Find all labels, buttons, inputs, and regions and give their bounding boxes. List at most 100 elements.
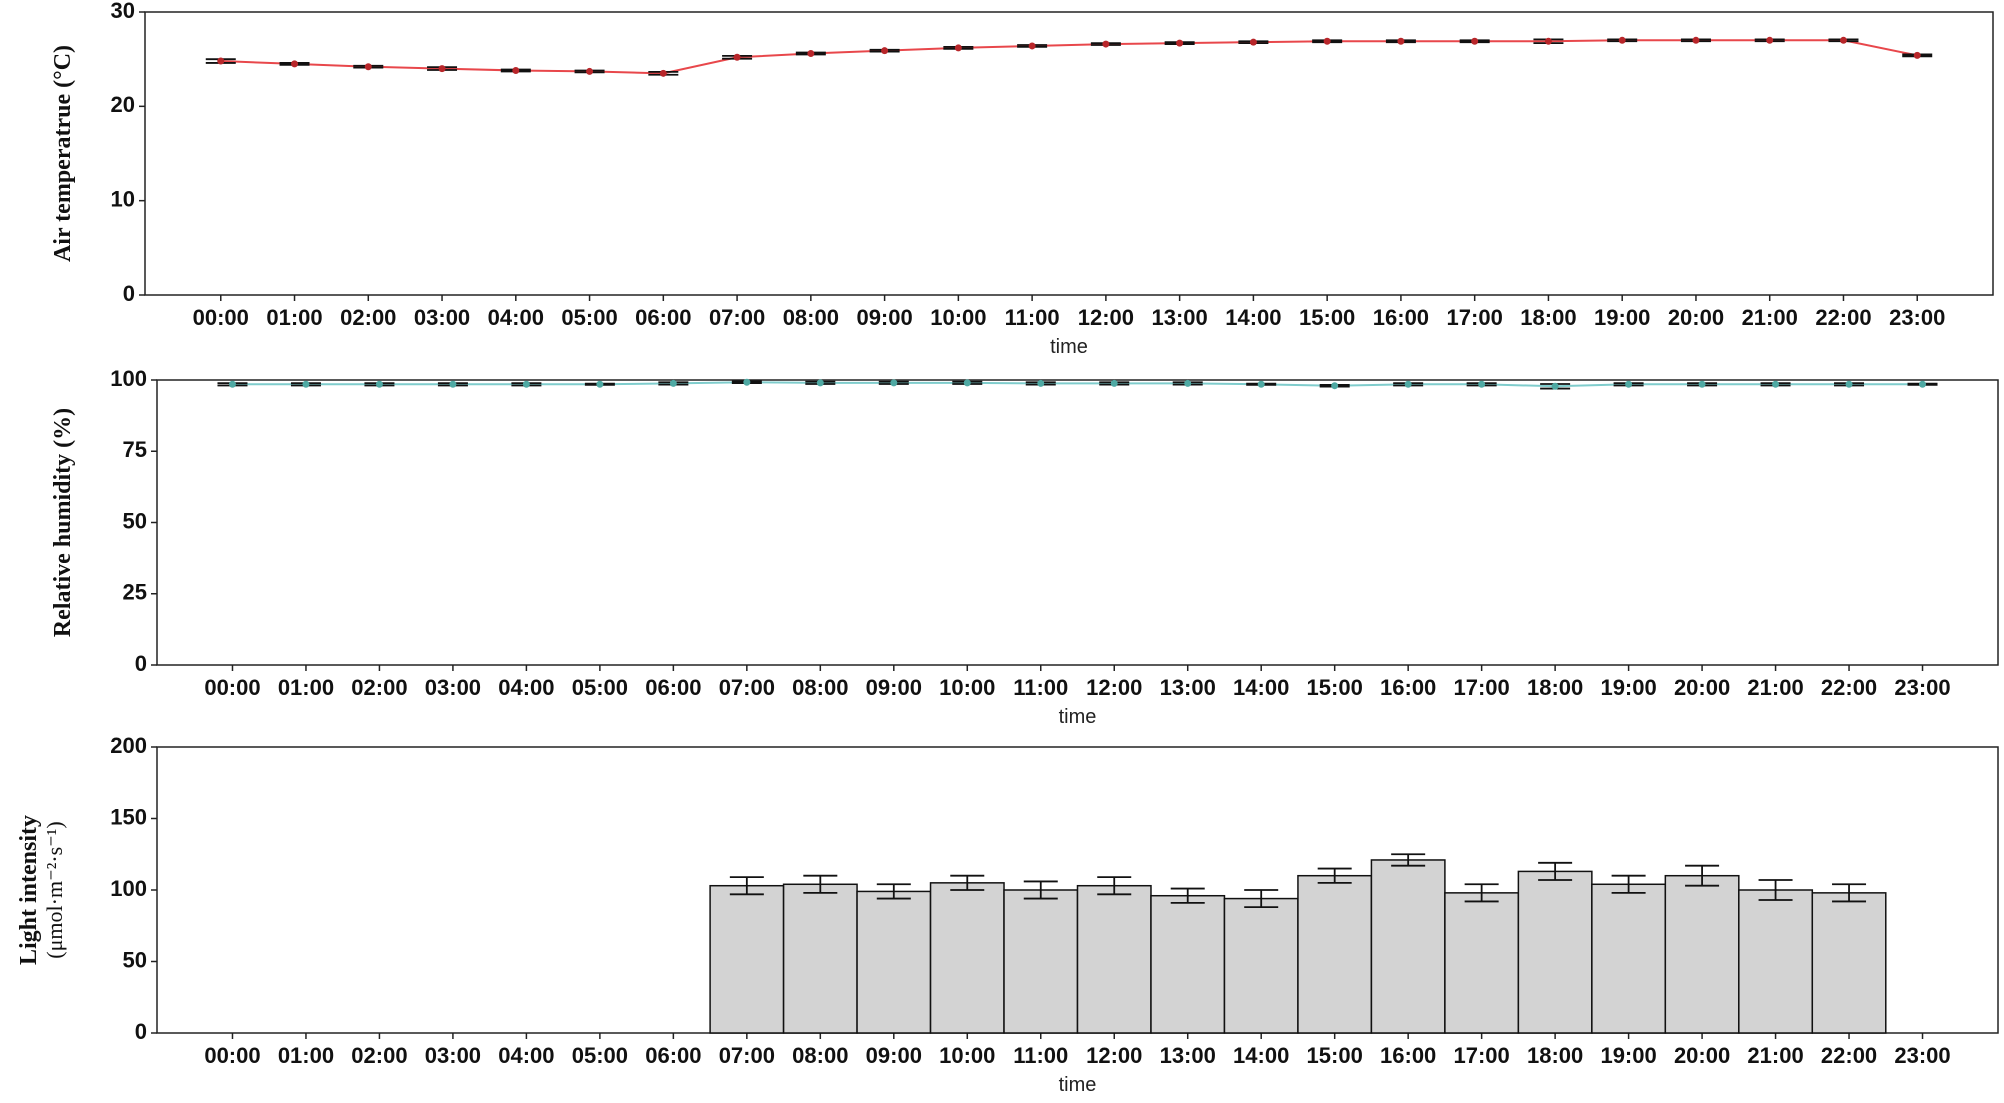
point	[1839, 36, 1847, 44]
x-tick-label: 08:00	[783, 305, 839, 330]
error-bar	[1023, 880, 1058, 900]
point	[1551, 382, 1559, 390]
bar	[1370, 859, 1446, 1034]
y-tick-label: 0	[123, 281, 135, 306]
series-line	[220, 39, 1918, 75]
point	[449, 380, 457, 388]
x-tick-label: 19:00	[1600, 675, 1656, 700]
y-axis-title: (μmol·m⁻²·s⁻¹)	[42, 821, 67, 958]
point	[963, 379, 971, 387]
point	[1249, 38, 1257, 46]
y-tick-label: 100	[110, 366, 147, 391]
x-tick-label: 16:00	[1380, 1043, 1436, 1068]
x-tick-label: 18:00	[1527, 675, 1583, 700]
error-bar	[1464, 883, 1499, 903]
x-tick-label: 11:00	[1013, 675, 1068, 700]
point	[512, 66, 520, 74]
x-tick-label: 04:00	[498, 675, 554, 700]
x-tick-label: 10:00	[930, 305, 986, 330]
y-tick-label: 10	[111, 186, 135, 211]
point	[890, 379, 898, 387]
x-tick-label: 20:00	[1668, 305, 1724, 330]
x-tick-label: 01:00	[266, 305, 322, 330]
error-bar	[1391, 853, 1426, 867]
y-tick-label: 200	[110, 733, 147, 758]
point	[807, 50, 815, 58]
x-axis-title: time	[1050, 336, 1088, 358]
x-tick-label: 00:00	[204, 1043, 260, 1068]
panel: 0 50 100 150 200 00:00 01:00 02:00 03:00 04:00 05:…	[16, 733, 1999, 1096]
y-tick-label: 30	[111, 0, 135, 23]
error-bar	[1317, 867, 1352, 884]
point	[1323, 37, 1331, 45]
x-tick-label: 12:00	[1086, 675, 1142, 700]
x-tick-label: 13:00	[1160, 1043, 1216, 1068]
point	[1331, 382, 1339, 390]
x-tick-label: 03:00	[425, 1043, 481, 1068]
point	[228, 380, 236, 388]
y-axis-title: Air temperatrue (°C)	[50, 45, 76, 262]
point	[596, 380, 604, 388]
y-axis-title: Light intensity	[16, 815, 42, 965]
x-tick-label: 06:00	[645, 675, 701, 700]
x-tick-label: 10:00	[939, 675, 995, 700]
bar	[1738, 889, 1814, 1034]
x-tick-label: 16:00	[1373, 305, 1429, 330]
x-tick-label: 14:00	[1225, 305, 1281, 330]
point	[1404, 380, 1412, 388]
point	[1110, 379, 1118, 387]
point	[1618, 36, 1626, 44]
point	[1919, 380, 1927, 388]
x-tick-label: 18:00	[1527, 1043, 1583, 1068]
x-tick-label: 07:00	[719, 675, 775, 700]
point	[1544, 37, 1552, 45]
x-tick-label: 14:00	[1233, 1043, 1289, 1068]
x-tick-label: 12:00	[1086, 1043, 1142, 1068]
point	[1102, 40, 1110, 48]
x-tick-label: 10:00	[939, 1043, 995, 1068]
x-tick-label: 14:00	[1233, 675, 1289, 700]
series-line	[232, 381, 1923, 388]
point	[1184, 379, 1192, 387]
point	[217, 57, 225, 65]
x-tick-label: 19:00	[1600, 1043, 1656, 1068]
x-tick-label: 00:00	[193, 305, 249, 330]
y-tick-label: 150	[110, 804, 147, 829]
x-tick-label: 09:00	[866, 1043, 922, 1068]
point	[438, 65, 446, 73]
x-tick-label: 09:00	[866, 675, 922, 700]
x-tick-label: 15:00	[1299, 305, 1355, 330]
point	[375, 380, 383, 388]
point	[1257, 380, 1265, 388]
y-axis-title: Relative humidity (%)	[50, 408, 76, 637]
y-tick-label: 50	[123, 508, 147, 533]
bar	[1444, 892, 1520, 1034]
x-tick-label: 20:00	[1674, 675, 1730, 700]
bar	[856, 890, 932, 1034]
bar	[1664, 874, 1740, 1034]
point	[302, 380, 310, 388]
x-tick-label: 17:00	[1453, 1043, 1509, 1068]
x-tick-label: 23:00	[1894, 675, 1950, 700]
x-tick-label: 03:00	[414, 305, 470, 330]
point	[1692, 36, 1700, 44]
bar	[1811, 892, 1887, 1034]
x-tick-label: 05:00	[572, 1043, 628, 1068]
x-tick-label: 23:00	[1894, 1043, 1950, 1068]
point	[816, 379, 824, 387]
x-tick-label: 08:00	[792, 1043, 848, 1068]
x-tick-label: 20:00	[1674, 1043, 1730, 1068]
bar	[1223, 897, 1299, 1034]
x-tick-label: 15:00	[1307, 1043, 1363, 1068]
x-tick-label: 01:00	[278, 1043, 334, 1068]
point	[1471, 37, 1479, 45]
error-bar	[1611, 874, 1646, 894]
point	[954, 44, 962, 52]
bar	[1003, 889, 1079, 1034]
point	[733, 53, 741, 61]
x-tick-label: 23:00	[1889, 305, 1945, 330]
point	[1625, 380, 1633, 388]
x-tick-label: 07:00	[719, 1043, 775, 1068]
x-tick-label: 22:00	[1815, 305, 1871, 330]
y-tick-label: 75	[123, 437, 147, 462]
